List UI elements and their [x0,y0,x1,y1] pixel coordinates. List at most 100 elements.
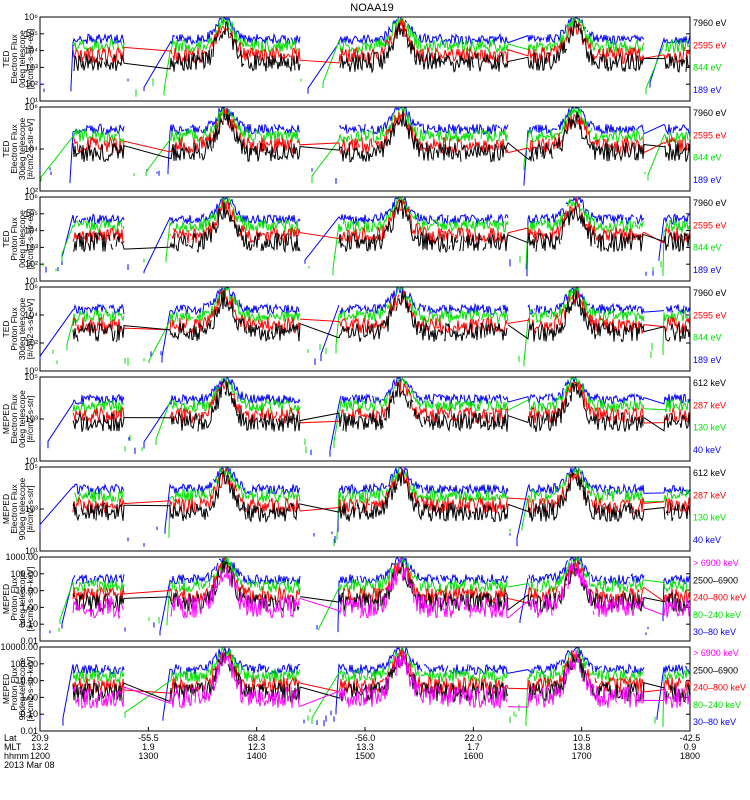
legend-entry: 2500–6900 [693,575,738,585]
panel-7: 0.01 0.10 1.00 10.00 100.00 1000.00 MEPEDProto… [1,552,746,646]
y-axis-label: 0deg telescope [17,30,27,88]
series-trace-magenta [72,557,691,620]
y-axis-label: TED [1,51,11,68]
y-tick-label: 10000.00 [0,642,38,652]
y-tick-label: 10⁶ [24,102,38,112]
y-tick-label: 0.01 [20,636,38,646]
x-tick-label: 1400 [247,751,267,761]
legend-entry: 189 eV [693,355,722,365]
y-axis-label: TED [1,321,11,338]
x-tick-label: 13.2 [31,742,49,752]
y-tick-label: 10⁶ [24,282,38,292]
y-tick-label: 1000.00 [5,552,38,562]
y-tick-label: 100.00 [10,659,38,669]
y-tick-label: 0.01 [20,726,38,736]
y-tick-label: 10¹ [25,546,38,556]
y-axis-label: 90deg telescope [17,478,27,541]
y-axis-label: [#/cm2-s-str-keV] [25,567,35,632]
series-trace-red [72,379,691,425]
legend-entry: 7960 eV [693,288,727,298]
legend-entry: 80–240 keV [693,610,741,620]
y-axis-label: [#/cm2-s-str-eV] [25,209,35,269]
y-axis-label: [#/cm2-s-str-eV] [25,299,35,359]
y-tick-label: 10³ [25,242,38,252]
series-trace-black [72,470,691,524]
series-trace-black [72,198,691,254]
x-tick-label: -42.5 [680,733,701,743]
y-tick-label: 10² [25,338,38,348]
x-row-label: Lat [4,733,17,743]
legend-entry: 240–800 keV [693,593,746,603]
y-tick-label: 1.00 [20,692,38,702]
x-tick-label: 68.4 [248,733,266,743]
x-tick-label: 1.9 [142,742,155,752]
y-axis-label: MEPED [1,494,11,524]
y-tick-label: 10⁶ [24,12,38,22]
x-tick-label: 20.9 [31,733,49,743]
legend-entry: 7960 eV [693,108,727,118]
legend-entry: > 6900 keV [693,558,739,568]
x-tick-label: 1700 [572,751,592,761]
y-axis-label: [#/cm2-s-str-eV] [25,119,35,179]
y-tick-label: 10⁵ [24,29,38,39]
y-tick-label: 10³ [25,504,38,514]
y-axis-label: 0deg telescope [17,390,27,448]
date-label: 2013 Mar 08 [4,760,55,770]
panel-frame [39,16,691,102]
x-row-label: hhmm [4,751,29,761]
x-tick-label: 1200 [30,751,50,761]
legend-entry: 612 keV [693,468,726,478]
legend-entry: 2595 eV [693,130,727,140]
y-tick-label: 0.10 [20,619,38,629]
x-tick-label: 10.5 [573,733,591,743]
x-tick-label: 1800 [680,751,700,761]
legend-entry: 287 keV [693,490,726,500]
chart-title: NOAA19 [350,2,393,14]
x-tick-label: 13.3 [356,742,374,752]
series-trace-black [72,290,691,343]
legend-entry: 30–80 keV [693,627,736,637]
x-tick-label: 22.0 [465,733,483,743]
legend-entry: 2595 eV [693,40,727,50]
y-tick-label: 10¹ [25,96,38,106]
y-axis-label: MEPED [1,674,11,704]
series-trace-magenta [72,649,691,710]
legend-entry: 2500–6900 [693,665,738,675]
x-tick-label: 0.9 [684,742,697,752]
y-tick-label: 10⁵ [24,209,38,219]
y-tick-label: 10⁵ [24,462,38,472]
y-axis-label: [#/cm2-s-str-keV] [25,657,35,722]
x-tick-label: 1500 [355,751,375,761]
legend-entry: 189 eV [693,85,722,95]
y-tick-label: 10² [25,79,38,89]
legend-entry: 130 keV [693,423,726,433]
x-tick-label: 1.7 [467,742,480,752]
y-tick-label: 10¹ [25,276,38,286]
legend-entry: 287 keV [693,400,726,410]
y-axis-label: Proton Flux [9,667,19,711]
y-axis-label: Electron Flux [9,33,19,83]
y-tick-label: 100.00 [10,569,38,579]
x-tick-label: -56.0 [355,733,376,743]
x-tick-label: 12.3 [248,742,266,752]
y-tick-label: 10.00 [15,586,38,596]
y-tick-label: 0.10 [20,709,38,719]
series-trace-blue [39,106,691,186]
y-tick-label: 10⁴ [24,226,38,236]
x-tick-label: 1600 [463,751,483,761]
series-trace-green [40,106,691,184]
legend-entry: 844 eV [693,153,722,163]
legend-entry: 130 keV [693,513,726,523]
y-axis-label: [#/cm2-s-str-eV] [25,29,35,89]
y-axis-label: TED [1,231,11,248]
y-tick-label: 10³ [25,414,38,424]
y-tick-label: 10⁶ [24,192,38,202]
y-tick-label: 10⁴ [24,46,38,56]
x-row-label: MLT [4,742,22,752]
series-trace-black [73,20,691,74]
y-axis-label: Electron Flux [9,393,19,443]
